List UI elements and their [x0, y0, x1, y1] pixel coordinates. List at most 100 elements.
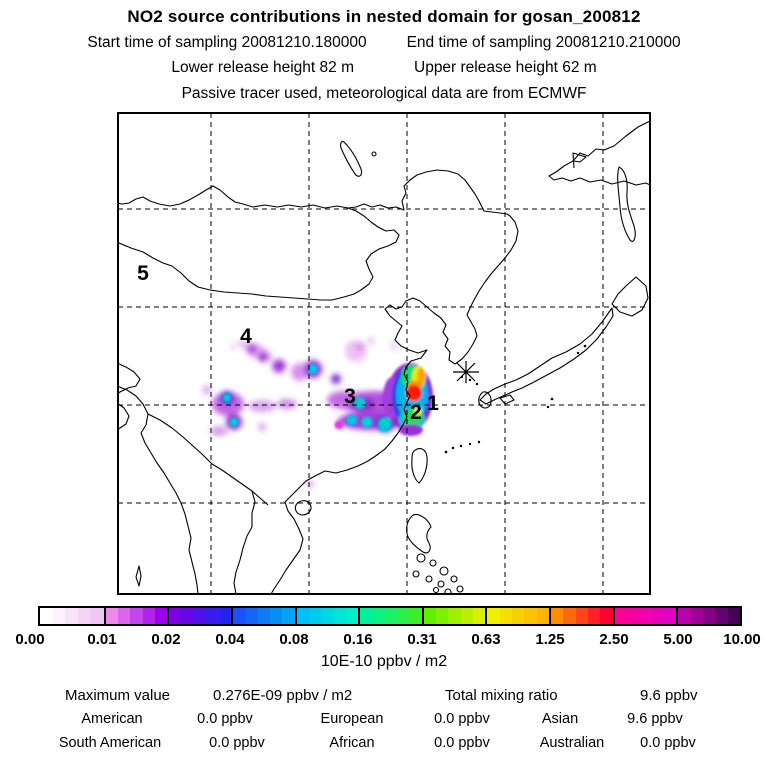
map-frame [117, 112, 651, 595]
colorbar-cell [524, 608, 537, 624]
tracer-note: Passive tracer used, meteorological data… [181, 85, 587, 102]
region-value: 0.0 ppbv [209, 735, 265, 751]
island-kyushu [478, 391, 492, 409]
colorbar-segment [294, 608, 359, 624]
start-time-text: Start time of sampling 20081210.180000 [87, 34, 367, 51]
colorbar-cell [345, 608, 359, 624]
source-marker-2: 2 [410, 401, 422, 424]
colorbar-segment [612, 608, 677, 624]
colorbar-cell [40, 608, 53, 624]
colorbar-tick-0.04: 0.04 [215, 631, 245, 648]
colorbar-cell [703, 608, 716, 624]
release-heights-line: Lower release height 82 m Upper release h… [0, 59, 768, 77]
plume-layer [202, 338, 433, 487]
colorbar-segment [485, 608, 550, 624]
colorbar [38, 606, 742, 626]
colorbar-cell [627, 608, 640, 624]
island-hainan [294, 500, 312, 516]
colorbar-cell [588, 608, 601, 624]
colorbar-cell [333, 608, 346, 624]
region-label: American [81, 711, 143, 727]
lake-baikal [340, 140, 363, 177]
colorbar-cell [130, 608, 143, 624]
colorbar-tick-0.02: 0.02 [151, 631, 181, 648]
colorbar-cell [65, 608, 79, 624]
colorbar-cell [308, 608, 322, 624]
colorbar-cell [678, 608, 691, 624]
region-value: 0.0 ppbv [640, 735, 696, 751]
colorbar-tick-0.63: 0.63 [471, 631, 501, 648]
region-value: 0.0 ppbv [434, 711, 490, 727]
colorbar-tick-0.00: 0.00 [15, 631, 45, 648]
colorbar-cell [90, 608, 104, 624]
colorbar-tick-0.16: 0.16 [343, 631, 373, 648]
lower-release-text: Lower release height 82 m [171, 59, 354, 76]
colorbar-tick-0.31: 0.31 [407, 631, 437, 648]
colorbar-cell [715, 608, 728, 624]
island-honshu [479, 307, 614, 405]
island-andaman [135, 565, 142, 587]
colorbar-cell [690, 608, 704, 624]
colorbar-tick-2.50: 2.50 [599, 631, 629, 648]
island-shikoku [499, 394, 515, 405]
region-label: African [329, 735, 375, 751]
border-mongolia-south [118, 242, 362, 301]
colorbar-cell [536, 608, 550, 624]
colorbar-cell [169, 608, 182, 624]
region-label: Australian [539, 735, 605, 751]
colorbar-cell [473, 608, 486, 624]
colorbar-cell [232, 608, 246, 624]
colorbar-cell [397, 608, 410, 624]
philippine-islands [412, 553, 464, 594]
colorbar-cell [487, 608, 500, 624]
region-label: South American [58, 735, 162, 751]
colorbar-segment [421, 608, 486, 624]
colorbar-cell [117, 608, 131, 624]
colorbar-cell [296, 608, 309, 624]
colorbar-cell [436, 608, 449, 624]
coast-okhotsk [548, 120, 650, 186]
colorbar-segment [167, 608, 231, 624]
total-mixing-label: Total mixing ratio [445, 687, 558, 704]
colorbar-segment [549, 608, 613, 624]
colorbar-cell [614, 608, 628, 624]
border-amur-dome [347, 169, 511, 217]
coast-kamchatka-pennant [572, 152, 587, 169]
source-marker-5: 5 [137, 262, 149, 285]
colorbar-cell [575, 608, 589, 624]
colorbar-cell [245, 608, 258, 624]
colorbar-cell [664, 608, 677, 624]
colorbar-tick-10.00: 10.00 [723, 631, 761, 648]
coastline-layer [118, 120, 650, 594]
small-islands-dots [444, 344, 587, 454]
colorbar-segment [676, 608, 741, 624]
colorbar-cell [105, 608, 118, 624]
colorbar-cell [78, 608, 91, 624]
colorbar-cell [409, 608, 422, 624]
graticule-gridlines [118, 113, 650, 594]
max-value-label: Maximum value [65, 687, 171, 704]
region-label: European [320, 711, 384, 727]
coast-china-korea [270, 215, 519, 594]
colorbar-cell [563, 608, 576, 624]
colorbar-cell [384, 608, 398, 624]
border-mongolia-north [118, 185, 400, 291]
coast-india-notch [118, 403, 130, 430]
colorbar-cell [651, 608, 665, 624]
colorbar-cell [423, 608, 437, 624]
border-thailand-cambodia [251, 490, 256, 527]
island-luzon [406, 513, 432, 554]
colorbar-cell [727, 608, 741, 624]
upper-release-text: Upper release height 62 m [414, 59, 597, 76]
island-taiwan [411, 448, 428, 484]
colorbar-cell [52, 608, 66, 624]
lake-dot [371, 151, 377, 157]
source-marker-1: 1 [427, 392, 439, 415]
colorbar-cell [321, 608, 334, 624]
colorbar-cell [360, 608, 373, 624]
island-sakhalin [617, 166, 636, 242]
colorbar-cell [460, 608, 474, 624]
colorbar-cell [193, 608, 207, 624]
gosan-station-asterisk-icon [453, 361, 479, 383]
colorbar-cell [282, 608, 295, 624]
